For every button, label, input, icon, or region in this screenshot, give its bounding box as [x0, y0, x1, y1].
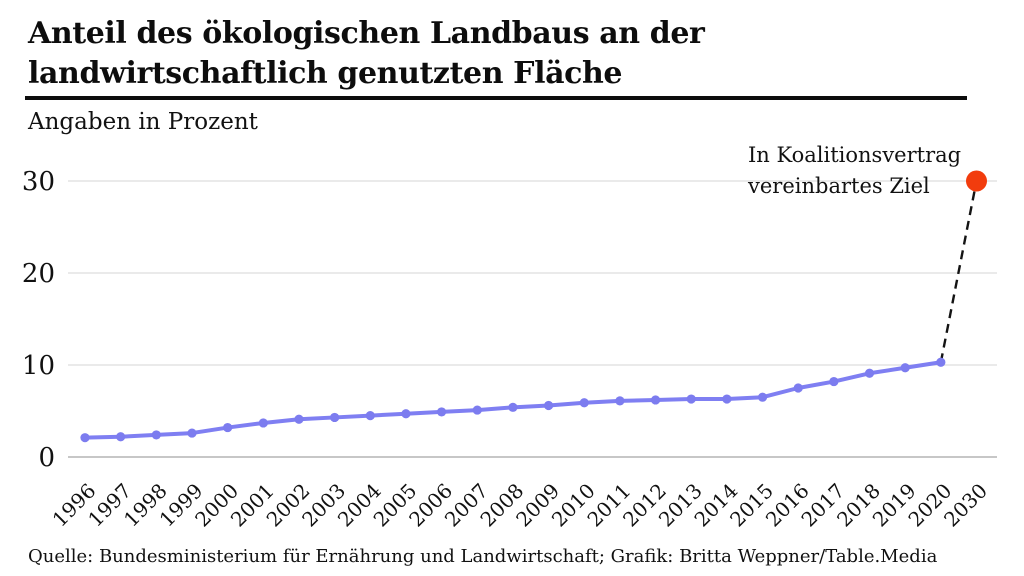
- data-point-2015: [757, 392, 768, 402]
- chart-subtitle: Angaben in Prozent: [28, 109, 258, 135]
- data-point-2011: [615, 396, 625, 406]
- data-point-1999: [187, 428, 197, 438]
- y-tick-label: 20: [22, 259, 55, 289]
- data-point-1998: [151, 430, 161, 440]
- source-credit: Quelle: Bundesministerium für Ernährung …: [28, 546, 938, 567]
- target-annotation-line2: vereinbartes Ziel: [748, 174, 930, 198]
- data-point-2014: [722, 394, 732, 404]
- y-tick-label: 30: [22, 167, 55, 197]
- data-point-1996: [80, 433, 90, 443]
- target-dashed-connector: [939, 180, 978, 363]
- data-point-2020: [936, 357, 946, 367]
- data-point-2010: [579, 398, 589, 408]
- data-point-2012: [650, 395, 661, 405]
- data-point-2006: [437, 407, 447, 417]
- y-tick-label: 10: [22, 351, 55, 381]
- data-point-2016: [793, 383, 803, 393]
- data-point-2008: [508, 402, 518, 412]
- data-point-2004: [365, 411, 375, 421]
- data-point-2017: [829, 376, 839, 387]
- data-line: [83, 360, 943, 440]
- data-point-2003: [330, 412, 340, 423]
- target-annotation: In Koalitionsvertrag vereinbartes Ziel: [748, 140, 961, 202]
- data-point-2005: [401, 409, 411, 419]
- data-point-1997: [116, 432, 126, 442]
- chart-title: Anteil des ökologischen Landbaus an der …: [28, 14, 788, 94]
- target-goal-dot: [966, 170, 987, 192]
- chart-title-line2: landwirtschaftlich genutzten Fläche: [28, 56, 623, 91]
- data-point-2018: [864, 368, 875, 378]
- data-point-2013: [686, 394, 696, 404]
- data-point-2002: [294, 414, 304, 424]
- data-point-2019: [900, 363, 910, 373]
- y-tick-label: 0: [38, 443, 55, 473]
- chart-title-line1: Anteil des ökologischen Landbaus an der: [28, 16, 705, 51]
- data-point-2000: [223, 422, 233, 433]
- data-point-2007: [472, 405, 482, 415]
- data-point-2001: [258, 418, 268, 428]
- data-point-2009: [543, 400, 554, 411]
- target-annotation-line1: In Koalitionsvertrag: [748, 143, 962, 167]
- title-divider-rule: [25, 96, 967, 100]
